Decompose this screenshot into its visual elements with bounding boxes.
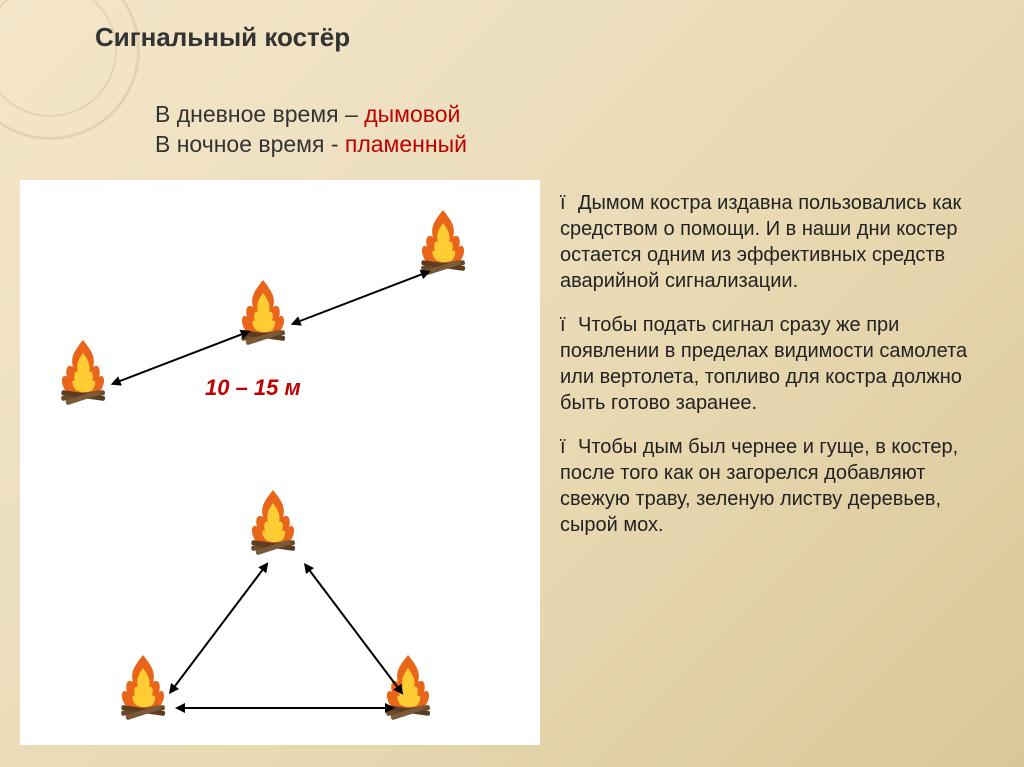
subtitle-line1-prefix: В дневное время –: [155, 101, 364, 127]
paragraph-text: Дымом костра издавна пользовались как ср…: [560, 192, 961, 292]
distance-label: 10 – 15 м: [205, 375, 301, 401]
paragraph: їЧтобы дым был чернее и гуще, в костер, …: [560, 434, 1000, 538]
fire-icon: [55, 335, 111, 405]
arrow-line: [185, 707, 385, 709]
bullet-icon: ї: [560, 312, 578, 338]
arrow-line: [174, 570, 263, 687]
page-title: Сигнальный костёр: [95, 22, 350, 53]
subtitle-block: В дневное время – дымовой В ночное время…: [155, 100, 467, 160]
paragraph-text: Чтобы подать сигнал сразу же при появлен…: [560, 314, 967, 414]
bullet-icon: ї: [560, 190, 578, 216]
paragraph: їЧтобы подать сигнал сразу же при появле…: [560, 312, 1000, 416]
paragraph: їДымом костра издавна пользовались как с…: [560, 190, 1000, 294]
paragraph-text: Чтобы дым был чернее и гуще, в костер, п…: [560, 436, 958, 536]
fire-icon: [245, 485, 301, 555]
bullet-icon: ї: [560, 434, 578, 460]
fire-icon: [415, 205, 471, 275]
subtitle-line2-highlight: пламенный: [345, 131, 467, 157]
diagram-panel: 10 – 15 м: [20, 180, 540, 745]
arrow-line: [309, 570, 398, 687]
subtitle-line2-prefix: В ночное время -: [155, 131, 345, 157]
fire-icon: [115, 650, 171, 720]
body-text: їДымом костра издавна пользовались как с…: [560, 190, 1000, 556]
arrow-line: [300, 273, 422, 321]
compass-decoration: [0, 0, 140, 140]
subtitle-line1-highlight: дымовой: [364, 101, 460, 127]
